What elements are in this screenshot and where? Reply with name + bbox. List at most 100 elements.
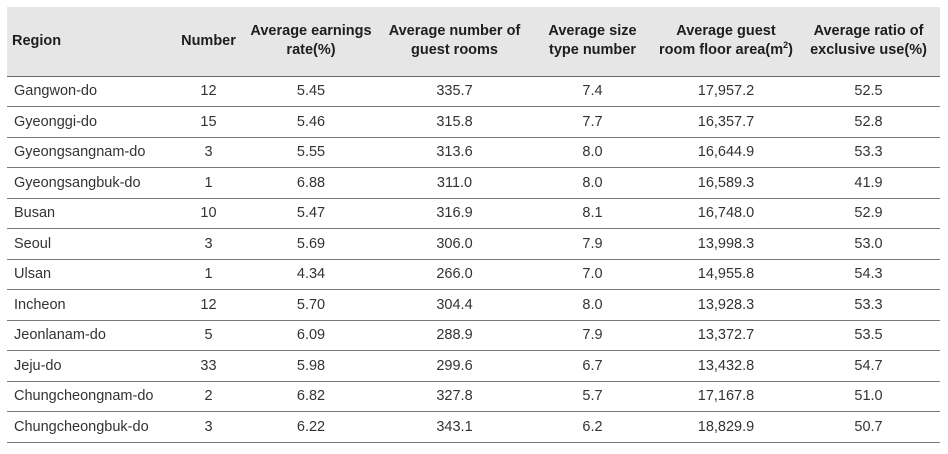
header-number: Number bbox=[174, 7, 243, 77]
cell-average-floor-area: 16,589.3 bbox=[655, 167, 797, 199]
header-average-floor-area: Average guest room floor area(m2) bbox=[655, 7, 797, 77]
cell-average-floor-area: 17,957.2 bbox=[655, 76, 797, 107]
table-row: Jeonlanam-do 5 6.09 288.9 7.9 13,372.7 53.5 bbox=[7, 320, 940, 351]
cell-region: Seoul bbox=[7, 228, 174, 260]
cell-average-earnings-rate: 5.46 bbox=[243, 106, 379, 138]
cell-average-size-type: 7.9 bbox=[530, 228, 655, 260]
cell-average-guest-rooms: 311.0 bbox=[379, 167, 530, 199]
cell-region: Gyeongsangbuk-do bbox=[7, 167, 174, 199]
cell-average-earnings-rate: 6.82 bbox=[243, 381, 379, 412]
cell-average-earnings-rate: 5.55 bbox=[243, 137, 379, 168]
cell-average-floor-area: 16,748.0 bbox=[655, 198, 797, 229]
cell-number: 1 bbox=[174, 259, 243, 290]
header-average-earnings-rate: Average earnings rate(%) bbox=[243, 7, 379, 77]
table-row: Gyeongsangnam-do 3 5.55 313.6 8.0 16,644.9 53.… bbox=[7, 137, 940, 168]
cell-average-earnings-rate: 5.70 bbox=[243, 289, 379, 321]
header-floor-area-close: ) bbox=[788, 42, 793, 59]
cell-average-guest-rooms: 266.0 bbox=[379, 259, 530, 290]
cell-number: 3 bbox=[174, 137, 243, 168]
cell-average-size-type: 7.7 bbox=[530, 106, 655, 138]
cell-average-earnings-rate: 6.09 bbox=[243, 320, 379, 351]
cell-average-exclusive-ratio: 54.3 bbox=[797, 259, 940, 290]
cell-region: Ulsan bbox=[7, 259, 174, 290]
cell-number: 2 bbox=[174, 381, 243, 412]
cell-average-size-type: 8.0 bbox=[530, 167, 655, 199]
cell-average-exclusive-ratio: 53.5 bbox=[797, 320, 940, 351]
cell-region: Jeju-do bbox=[7, 350, 174, 382]
cell-average-guest-rooms: 327.8 bbox=[379, 381, 530, 412]
cell-number: 1 bbox=[174, 167, 243, 199]
cell-region: Jeonlanam-do bbox=[7, 320, 174, 351]
region-statistics-table: Region Number Average earnings rate(%) A… bbox=[7, 7, 940, 443]
cell-number: 5 bbox=[174, 320, 243, 351]
cell-average-exclusive-ratio: 51.0 bbox=[797, 381, 940, 412]
header-average-size-type: Average size type number bbox=[530, 7, 655, 77]
table-row: Gyeongsangbuk-do 1 6.88 311.0 8.0 16,589.3 41.… bbox=[7, 167, 940, 199]
table-row: Busan 10 5.47 316.9 8.1 16,748.0 52.9 bbox=[7, 198, 940, 229]
cell-average-floor-area: 13,928.3 bbox=[655, 289, 797, 321]
cell-average-exclusive-ratio: 54.7 bbox=[797, 350, 940, 382]
cell-average-guest-rooms: 316.9 bbox=[379, 198, 530, 229]
cell-region: Gyeongsangnam-do bbox=[7, 137, 174, 168]
table-row: Chungcheongbuk-do 3 6.22 343.1 6.2 18,829.9 50… bbox=[7, 411, 940, 443]
cell-region: Chungcheongnam-do bbox=[7, 381, 174, 412]
cell-average-size-type: 8.0 bbox=[530, 137, 655, 168]
cell-average-size-type: 6.7 bbox=[530, 350, 655, 382]
cell-average-earnings-rate: 5.47 bbox=[243, 198, 379, 229]
cell-average-exclusive-ratio: 52.9 bbox=[797, 198, 940, 229]
cell-average-size-type: 6.2 bbox=[530, 411, 655, 443]
header-average-guest-rooms: Average number of guest rooms bbox=[379, 7, 530, 77]
cell-average-guest-rooms: 299.6 bbox=[379, 350, 530, 382]
cell-average-guest-rooms: 343.1 bbox=[379, 411, 530, 443]
cell-average-earnings-rate: 5.45 bbox=[243, 76, 379, 107]
header-region: Region bbox=[7, 7, 174, 77]
cell-average-size-type: 7.0 bbox=[530, 259, 655, 290]
cell-average-floor-area: 13,432.8 bbox=[655, 350, 797, 382]
cell-average-floor-area: 13,998.3 bbox=[655, 228, 797, 260]
cell-average-guest-rooms: 335.7 bbox=[379, 76, 530, 107]
cell-average-floor-area: 17,167.8 bbox=[655, 381, 797, 412]
cell-number: 12 bbox=[174, 289, 243, 321]
table-row: Gangwon-do 12 5.45 335.7 7.4 17,957.2 52.5 bbox=[7, 76, 940, 107]
cell-number: 33 bbox=[174, 350, 243, 382]
cell-average-floor-area: 18,829.9 bbox=[655, 411, 797, 443]
cell-average-exclusive-ratio: 53.3 bbox=[797, 289, 940, 321]
table-row: Seoul 3 5.69 306.0 7.9 13,998.3 53.0 bbox=[7, 228, 940, 260]
header-average-exclusive-ratio: Average ratio of exclusive use(%) bbox=[797, 7, 940, 77]
cell-average-size-type: 8.1 bbox=[530, 198, 655, 229]
cell-average-guest-rooms: 304.4 bbox=[379, 289, 530, 321]
cell-average-guest-rooms: 288.9 bbox=[379, 320, 530, 351]
table-row: Chungcheongnam-do 2 6.82 327.8 5.7 17,167.8 51… bbox=[7, 381, 940, 412]
cell-average-earnings-rate: 6.88 bbox=[243, 167, 379, 199]
table-row: Gyeonggi-do 15 5.46 315.8 7.7 16,357.7 52.8 bbox=[7, 106, 940, 138]
cell-region: Incheon bbox=[7, 289, 174, 321]
cell-average-earnings-rate: 4.34 bbox=[243, 259, 379, 290]
cell-average-size-type: 7.4 bbox=[530, 76, 655, 107]
cell-average-size-type: 5.7 bbox=[530, 381, 655, 412]
table-header-row: Region Number Average earnings rate(%) A… bbox=[7, 7, 940, 77]
cell-average-size-type: 8.0 bbox=[530, 289, 655, 321]
header-floor-area-text: Average guest room floor area(m bbox=[659, 23, 784, 59]
cell-average-exclusive-ratio: 53.3 bbox=[797, 137, 940, 168]
cell-average-guest-rooms: 313.6 bbox=[379, 137, 530, 168]
cell-number: 3 bbox=[174, 411, 243, 443]
cell-region: Gangwon-do bbox=[7, 76, 174, 107]
cell-number: 15 bbox=[174, 106, 243, 138]
cell-average-guest-rooms: 306.0 bbox=[379, 228, 530, 260]
cell-average-size-type: 7.9 bbox=[530, 320, 655, 351]
cell-average-floor-area: 16,357.7 bbox=[655, 106, 797, 138]
region-statistics-table-container: Region Number Average earnings rate(%) A… bbox=[7, 7, 940, 443]
cell-average-guest-rooms: 315.8 bbox=[379, 106, 530, 138]
cell-number: 12 bbox=[174, 76, 243, 107]
cell-average-earnings-rate: 5.69 bbox=[243, 228, 379, 260]
cell-average-exclusive-ratio: 53.0 bbox=[797, 228, 940, 260]
cell-average-exclusive-ratio: 52.5 bbox=[797, 76, 940, 107]
table-body: Gangwon-do 12 5.45 335.7 7.4 17,957.2 52.5 Gyeo… bbox=[7, 76, 940, 443]
cell-average-earnings-rate: 6.22 bbox=[243, 411, 379, 443]
cell-number: 3 bbox=[174, 228, 243, 260]
cell-average-exclusive-ratio: 52.8 bbox=[797, 106, 940, 138]
header-floor-area-superscript: 2 bbox=[783, 40, 789, 51]
table-row: Incheon 12 5.70 304.4 8.0 13,928.3 53.3 bbox=[7, 289, 940, 321]
cell-average-exclusive-ratio: 41.9 bbox=[797, 167, 940, 199]
cell-average-floor-area: 14,955.8 bbox=[655, 259, 797, 290]
